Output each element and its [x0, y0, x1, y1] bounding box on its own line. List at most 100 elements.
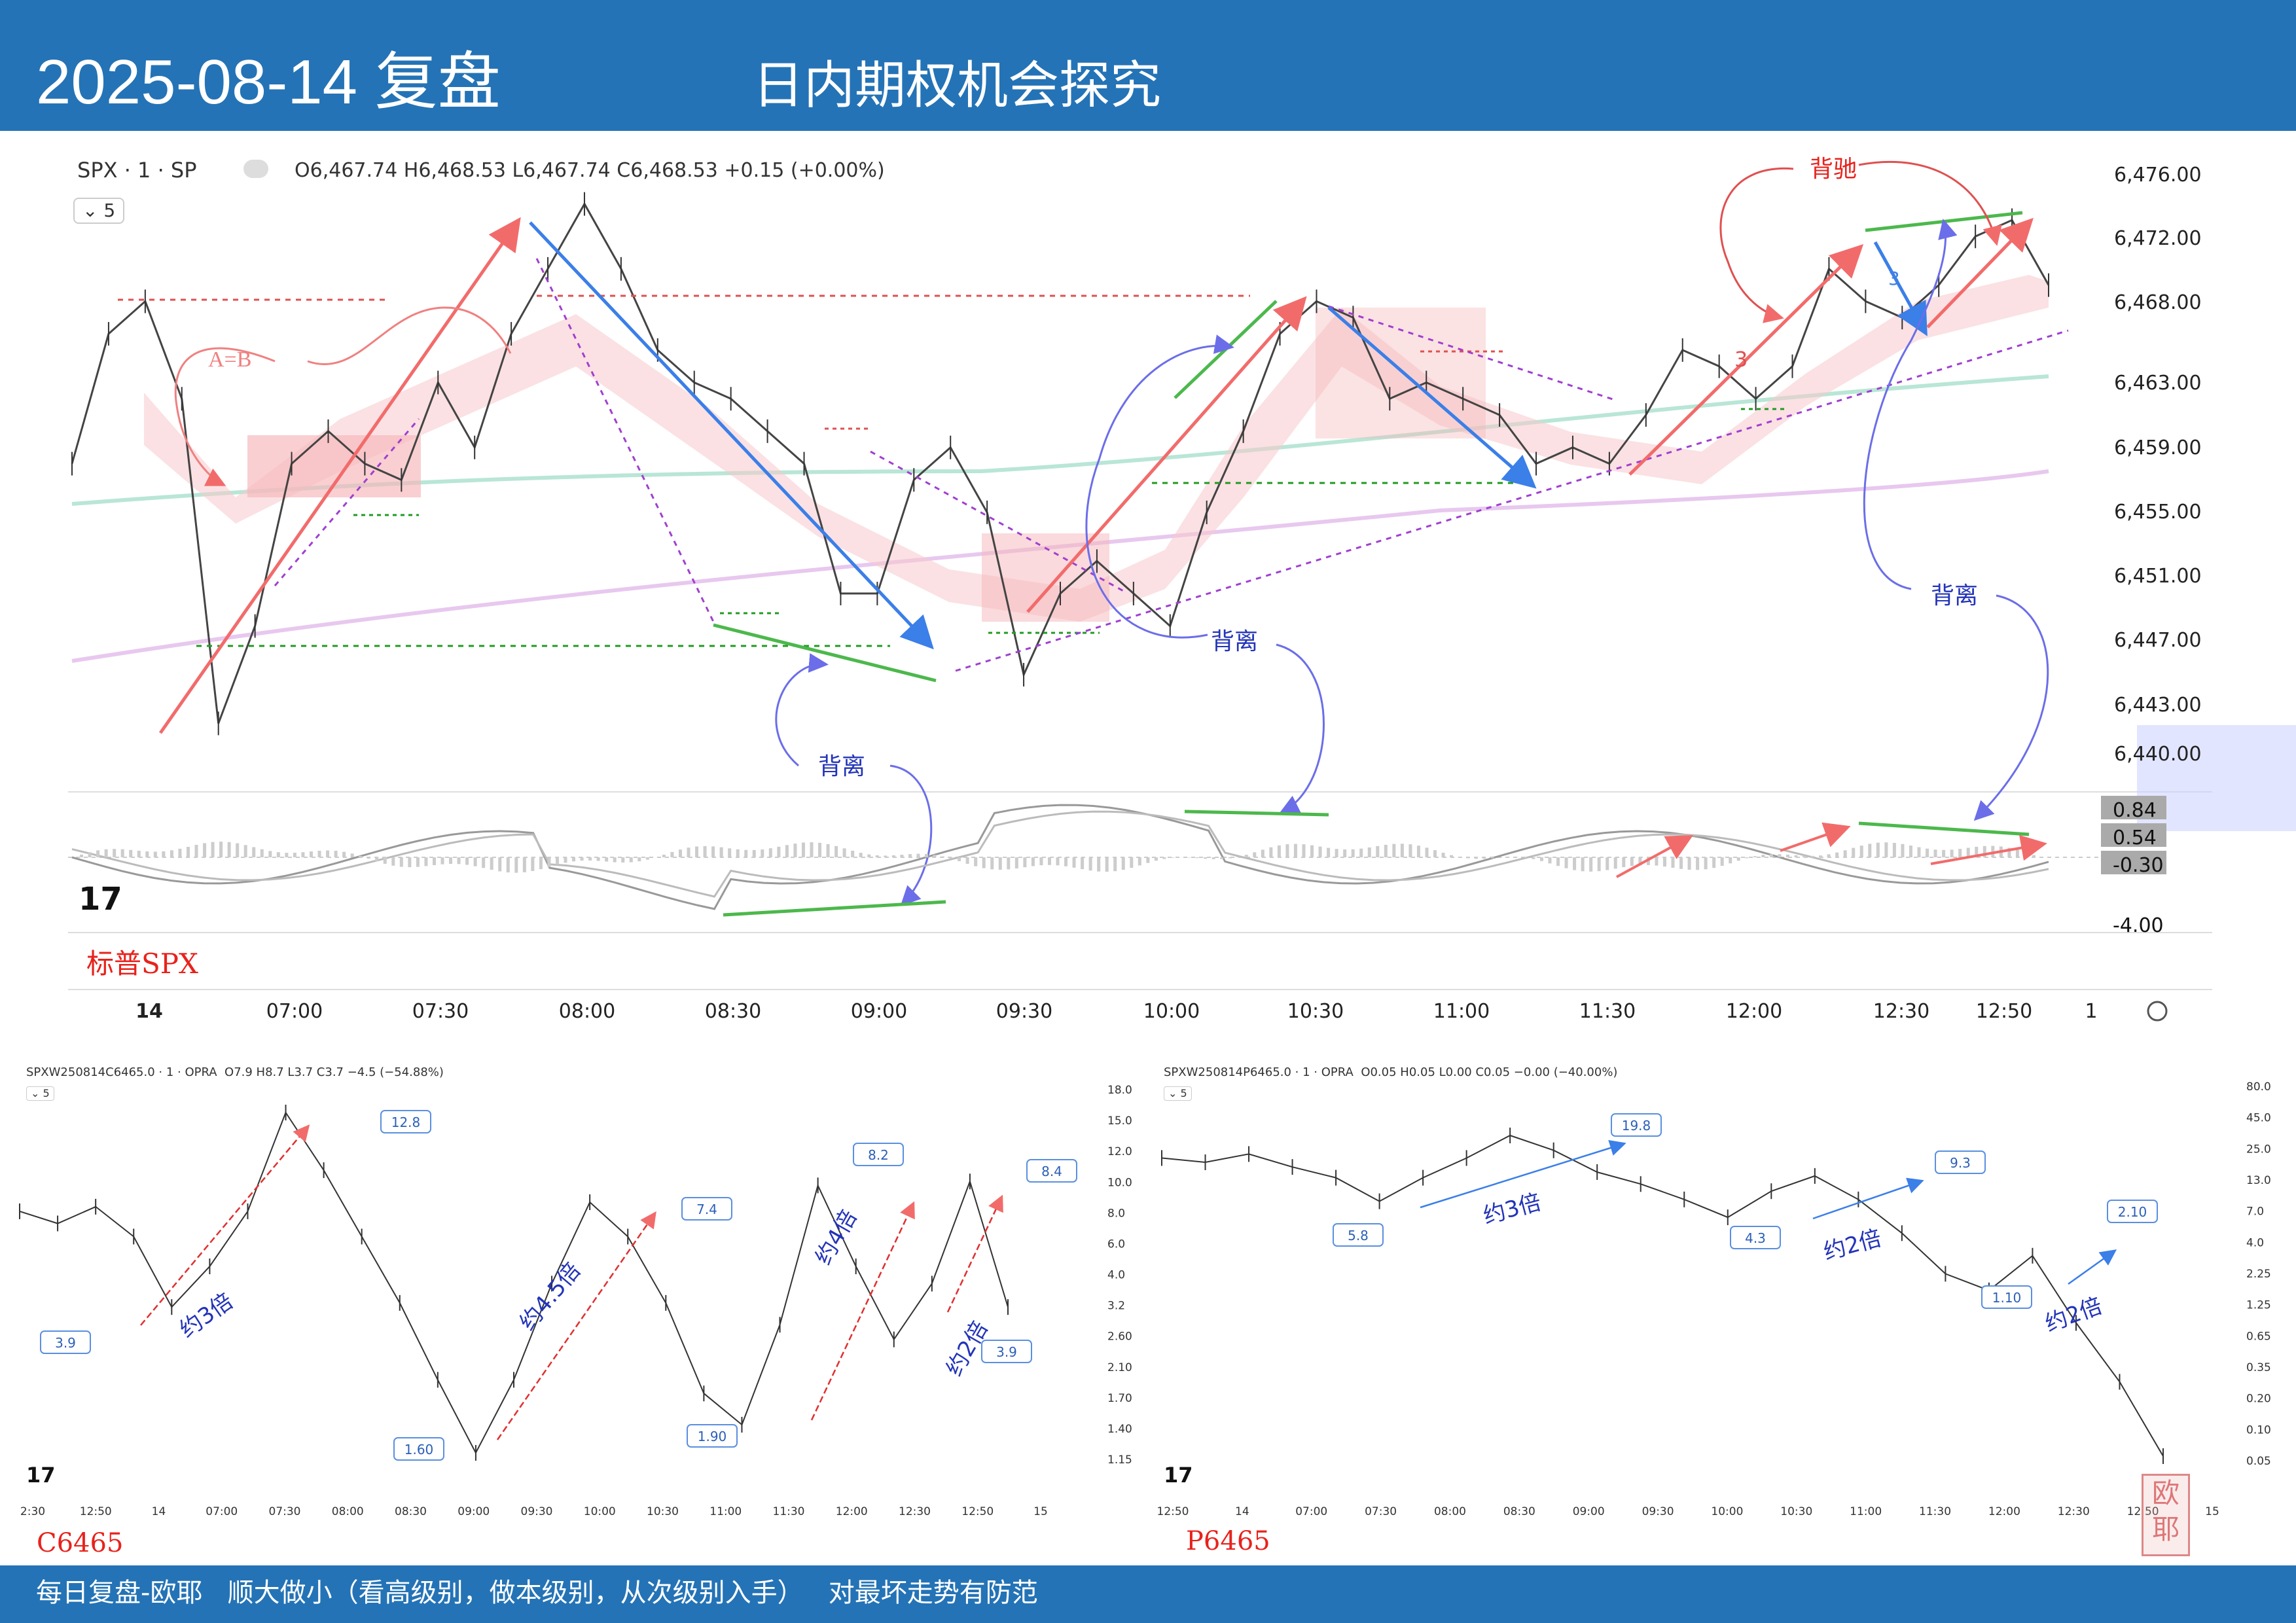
call-price-box — [853, 1143, 904, 1166]
consolidation-box — [1316, 308, 1486, 438]
put-y-tick: 0.10 — [2246, 1423, 2271, 1436]
top-divergence-label: 背驰 — [1810, 156, 1857, 183]
put-price-box — [1333, 1223, 1384, 1247]
downtrend-arrow — [529, 221, 934, 650]
put-x-tick: 08:00 — [1434, 1505, 1466, 1518]
call-chart-label: C6465 — [37, 1528, 124, 1558]
call-price-box — [380, 1110, 431, 1133]
call-price-box-label: 1.90 — [698, 1429, 727, 1444]
call-timeframe-selector[interactable]: ⌄ 5 — [26, 1086, 54, 1101]
osc-y-tick: 0.54 — [2113, 827, 2157, 849]
call-x-tick: 14 — [152, 1505, 166, 1518]
put-price-box-label: 4.3 — [1745, 1230, 1766, 1246]
put-price-box-label: 19.8 — [1622, 1118, 1651, 1133]
price-label-boxes: 3.9 12.8 1.60 7.4 1.90 8.2 8.4 3.9 5.8 19.8 4.3 9.3… — [40, 1110, 2158, 1461]
main-x-tick: 10:30 — [1287, 1000, 1344, 1023]
osc-up-arrow — [1930, 834, 2047, 865]
uptrend-arrow — [1026, 296, 1307, 613]
put-price-box — [2107, 1200, 2158, 1223]
put-x-tick: 10:00 — [1711, 1505, 1743, 1518]
main-x-tick: 07:30 — [412, 1000, 469, 1023]
osc-up-arrow — [1780, 822, 1851, 852]
settings-icon[interactable] — [2147, 1001, 2168, 1022]
tradingview-logo: 17 — [1164, 1463, 1193, 1488]
timeframe-selector[interactable]: ⌄ 5 — [73, 198, 125, 224]
put-x-tick: 11:00 — [1850, 1505, 1882, 1518]
trendline — [955, 329, 2069, 672]
ma-ribbon — [144, 275, 2049, 622]
put-x-tick: 07:30 — [1365, 1505, 1397, 1518]
osc-divergence-line — [1858, 821, 2030, 836]
main-x-tick: 14 — [135, 1000, 163, 1023]
divergence-curve — [889, 764, 933, 906]
call-x-tick: 2:30 — [20, 1505, 45, 1518]
osc-up-arrow — [1616, 835, 1694, 878]
call-x-tick: 11:00 — [709, 1505, 742, 1518]
call-x-tick: 07:30 — [269, 1505, 301, 1518]
call-x-tick: 11:30 — [773, 1505, 805, 1518]
put-timeframe-selector[interactable]: ⌄ 5 — [1164, 1086, 1192, 1101]
call-x-tick: 12:50 — [80, 1505, 112, 1518]
uptrend-arrow — [158, 217, 521, 734]
osc-y-tick: -0.30 — [2113, 854, 2164, 877]
main-y-tick: 6,451.00 — [2114, 565, 2202, 588]
osc-y-axis: 0.84 0.54 -0.30 -4.00 — [2101, 796, 2166, 937]
collapse-icon[interactable] — [243, 160, 268, 178]
call-price-box-label: 8.2 — [868, 1147, 889, 1163]
call-x-tick: 08:30 — [395, 1505, 427, 1518]
downtrend-arrow — [1327, 306, 1537, 489]
put-option-series — [1161, 1128, 2164, 1464]
main-x-tick: 10:00 — [1143, 1000, 1200, 1023]
main-y-tick: 6,472.00 — [2114, 227, 2202, 250]
put-up-arrow — [1812, 1177, 1924, 1220]
main-x-tick: 07:00 — [266, 1000, 323, 1023]
main-x-tick: 1 — [2085, 1000, 2097, 1023]
call-y-tick: 2.10 — [1107, 1361, 1132, 1374]
main-x-tick: 11:30 — [1579, 1000, 1636, 1023]
divergence-line — [1865, 211, 2023, 232]
call-price-box-label: 3.9 — [996, 1344, 1017, 1360]
main-y-tick: 6,440.00 — [2114, 743, 2202, 766]
put-y-tick: 7.0 — [2246, 1205, 2264, 1219]
put-x-tick: 12:50 — [1157, 1505, 1189, 1518]
call-y-tick: 1.70 — [1107, 1392, 1132, 1405]
put-axes: 80.0 45.0 25.0 13.0 7.0 4.0 2.25 1.25 0.65 0.35 0.… — [1157, 1080, 2271, 1518]
signal-line — [71, 810, 2049, 898]
call-x-tick: 10:30 — [647, 1505, 679, 1518]
put-y-tick: 0.05 — [2246, 1455, 2271, 1468]
call-price-box-label: 12.8 — [391, 1115, 421, 1130]
put-y-tick: 0.35 — [2246, 1361, 2271, 1374]
call-y-tick: 1.15 — [1107, 1454, 1132, 1467]
tradingview-logo: 17 — [79, 881, 122, 918]
uptrend-arrow — [1926, 217, 2034, 329]
call-x-tick: 08:00 — [332, 1505, 364, 1518]
put-y-tick: 0.20 — [2246, 1393, 2271, 1406]
call-option-series — [19, 1105, 1009, 1461]
main-y-tick: 6,468.00 — [2114, 291, 2202, 314]
call-price-box — [681, 1197, 732, 1221]
osc-divergence-line — [723, 900, 946, 917]
macd-line — [71, 804, 2049, 910]
put-x-tick: 10:30 — [1780, 1505, 1812, 1518]
put-chart-label: P6465 — [1186, 1526, 1270, 1556]
call-up-arrow — [140, 1124, 310, 1326]
main-y-axis: 6,476.00 6,472.00 6,468.00 6,463.00 6,459.00… — [2114, 164, 2202, 766]
put-x-tick: 12:00 — [1988, 1505, 2020, 1518]
report-topic-title: 日内期权机会探究 — [753, 56, 1162, 115]
main-x-tick: 12:50 — [1976, 1000, 2032, 1023]
main-y-tick: 6,455.00 — [2114, 501, 2202, 524]
call-price-box — [981, 1340, 1032, 1363]
put-y-tick: 1.25 — [2246, 1299, 2271, 1312]
main-symbol[interactable]: SPX · 1 · SP — [77, 158, 197, 183]
put-symbol-ohlc: SPXW250814P6465.0 · 1 · OPRA O0.05 H0.05… — [1164, 1065, 1618, 1079]
put-up-arrow — [1420, 1140, 1626, 1209]
call-axes: 18.0 15.0 12.0 10.0 8.0 6.0 4.0 3.2 2.60 2.10 1.70… — [20, 1084, 1132, 1518]
main-y-tick: 6,476.00 — [2114, 164, 2202, 187]
call-up-arrow — [496, 1211, 656, 1440]
main-y-tick: 6,447.00 — [2114, 629, 2202, 652]
call-y-tick: 3.2 — [1107, 1300, 1125, 1313]
main-y-tick: 6,459.00 — [2114, 437, 2202, 459]
put-y-tick: 45.0 — [2246, 1112, 2271, 1125]
channel-line — [535, 258, 715, 622]
